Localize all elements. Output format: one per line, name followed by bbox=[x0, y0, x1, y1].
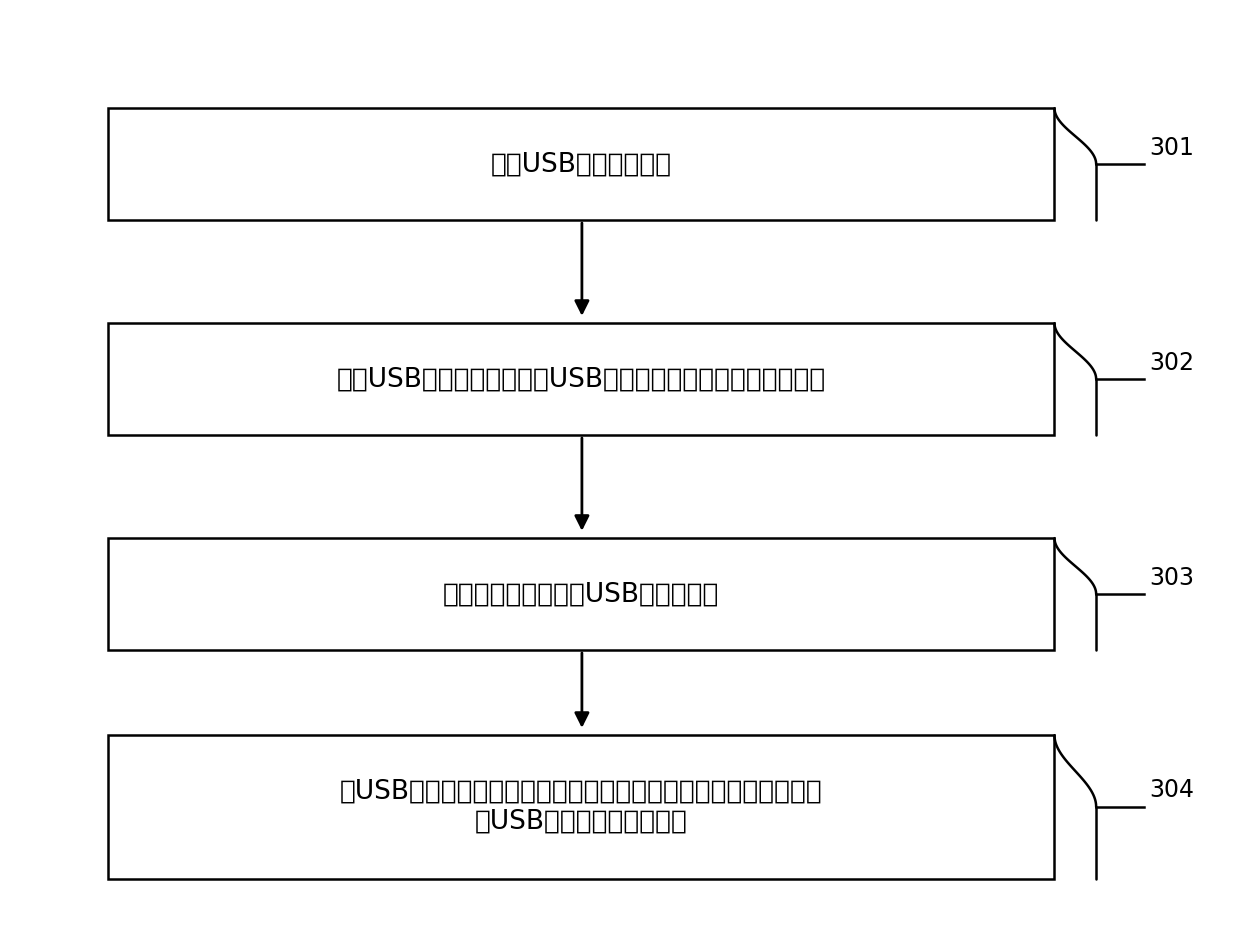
FancyBboxPatch shape bbox=[108, 538, 1054, 650]
Text: 根据USB设备插入事件获取USB设备的设备描述符和接口描述符: 根据USB设备插入事件获取USB设备的设备描述符和接口描述符 bbox=[337, 366, 826, 392]
Text: 若USB设备的版本为目标版本，则根据设备描述符和接口描述符识
别USB设备是否为目标声卡: 若USB设备的版本为目标版本，则根据设备描述符和接口描述符识 别USB设备是否为… bbox=[340, 779, 822, 835]
Text: 根据设备描述符识别USB设备的版本: 根据设备描述符识别USB设备的版本 bbox=[443, 581, 719, 607]
FancyBboxPatch shape bbox=[108, 323, 1054, 435]
Text: 301: 301 bbox=[1149, 135, 1194, 160]
Text: 303: 303 bbox=[1149, 565, 1194, 590]
FancyBboxPatch shape bbox=[108, 108, 1054, 220]
Text: 检测USB设备插入事件: 检测USB设备插入事件 bbox=[491, 151, 672, 177]
FancyBboxPatch shape bbox=[108, 735, 1054, 879]
Text: 304: 304 bbox=[1149, 778, 1194, 802]
Text: 302: 302 bbox=[1149, 351, 1194, 375]
